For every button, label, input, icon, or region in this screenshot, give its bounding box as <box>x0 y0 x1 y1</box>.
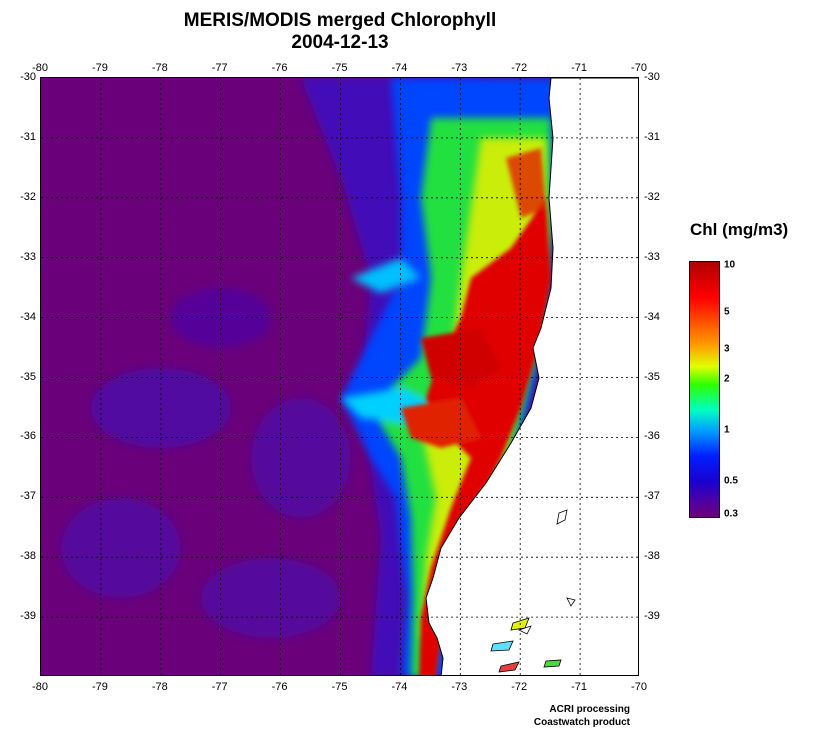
lon-tick-bot: -80 <box>32 681 48 693</box>
lat-tick-right: -39 <box>644 610 660 623</box>
lat-tick-left: -33 <box>20 250 36 263</box>
color-scale-label: 5 <box>724 306 730 318</box>
lat-tick-left: -30 <box>20 71 36 83</box>
lon-tick-top: -79 <box>91 62 108 74</box>
lat-tick-left: -36 <box>20 430 36 443</box>
lon-tick-top: -78 <box>151 62 168 74</box>
lat-tick-left: -38 <box>20 550 36 563</box>
lat-tick-left: -39 <box>20 610 36 623</box>
credit-processing: ACRI processing <box>549 704 630 715</box>
lon-tick-bot: -77 <box>211 681 228 693</box>
lon-tick-bot: -71 <box>571 681 588 693</box>
lon-tick-bot: -76 <box>271 681 288 693</box>
lon-tick-top: -77 <box>211 62 228 74</box>
lat-tick-left: -31 <box>20 130 36 143</box>
lon-tick-bot: -79 <box>91 681 108 693</box>
lat-tick-right: -30 <box>644 71 660 83</box>
lat-tick-left: -34 <box>20 310 36 323</box>
lat-tick-left: -32 <box>20 190 36 203</box>
map-title: MERIS/MODIS merged Chlorophyll <box>183 10 497 31</box>
color-scale-label: 0.3 <box>724 508 738 520</box>
lon-tick-top: -80 <box>32 62 48 74</box>
lat-tick-right: -33 <box>644 250 660 263</box>
lat-tick-right: -31 <box>644 130 660 143</box>
lat-tick-right: -32 <box>644 190 660 203</box>
color-scale-label: 0.5 <box>724 475 738 487</box>
map-date: 2004-12-13 <box>291 32 389 53</box>
lat-tick-right: -38 <box>644 550 660 563</box>
credit-product: Coastwatch product <box>533 717 630 728</box>
color-scale-label: 10 <box>724 259 736 271</box>
lon-tick-bot: -74 <box>391 681 408 693</box>
lon-tick-top: -72 <box>511 62 528 74</box>
land-mask <box>425 78 638 675</box>
lon-tick-bot: -78 <box>151 681 168 693</box>
lat-tick-right: -34 <box>644 310 660 323</box>
chlorophyll-map <box>40 77 639 676</box>
color-scale-label: 2 <box>724 373 730 385</box>
lon-tick-bot: -75 <box>331 681 348 693</box>
lat-tick-right: -36 <box>644 430 660 443</box>
lon-tick-top: -76 <box>271 62 288 74</box>
lon-tick-top: -73 <box>451 62 468 74</box>
color-scale-label: 3 <box>724 343 730 355</box>
lat-tick-right: -37 <box>644 490 660 503</box>
color-scale-bar <box>689 261 720 518</box>
lon-tick-bot: -72 <box>511 681 528 693</box>
lon-tick-top: -71 <box>571 62 588 74</box>
lon-tick-bot: -70 <box>631 681 647 693</box>
color-scale-label: 1 <box>724 424 730 436</box>
legend-title: Chl (mg/m3) <box>690 220 789 239</box>
map-image <box>41 78 638 675</box>
lat-tick-right: -35 <box>644 370 660 383</box>
lat-tick-left: -35 <box>20 370 36 383</box>
lat-tick-left: -37 <box>20 490 36 503</box>
lon-tick-top: -75 <box>331 62 348 74</box>
lon-tick-top: -74 <box>391 62 408 74</box>
lon-tick-top: -70 <box>631 62 647 74</box>
lon-tick-bot: -73 <box>451 681 468 693</box>
